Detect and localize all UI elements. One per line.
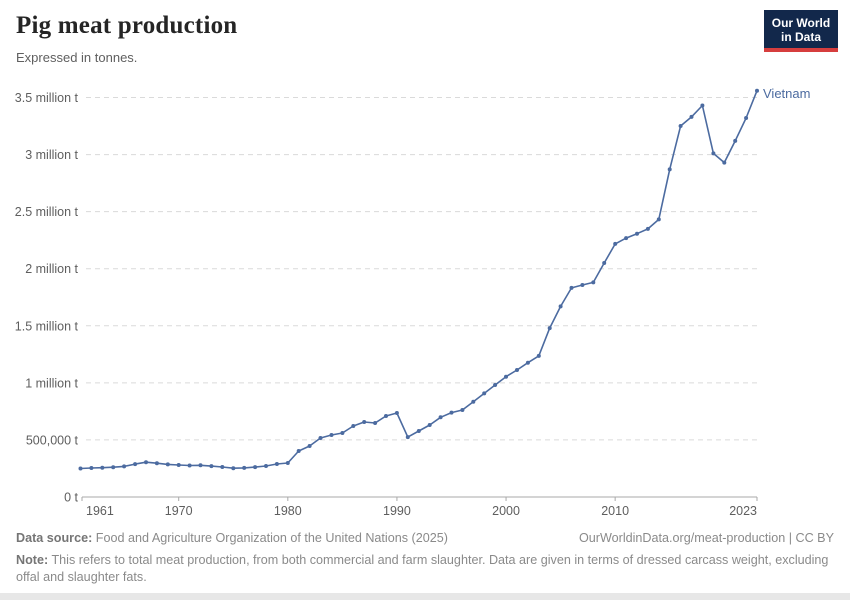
owid-logo[interactable]: Our World in Data bbox=[764, 10, 838, 52]
footnote-text: This refers to total meat production, fr… bbox=[16, 553, 829, 584]
y-axis-tick-label: 2.5 million t bbox=[15, 205, 79, 219]
data-point[interactable] bbox=[122, 464, 127, 469]
data-point[interactable] bbox=[405, 435, 410, 440]
data-line-vietnam[interactable] bbox=[79, 89, 758, 470]
data-point[interactable] bbox=[733, 138, 738, 143]
y-axis-tick-label: 1 million t bbox=[25, 376, 78, 390]
data-source-label: Data source: bbox=[16, 531, 93, 545]
page-subtitle: Expressed in tonnes. bbox=[16, 50, 138, 65]
x-axis-tick-label: 2010 bbox=[601, 504, 629, 518]
data-point[interactable] bbox=[427, 423, 432, 427]
data-point[interactable] bbox=[373, 421, 378, 425]
data-point[interactable] bbox=[438, 415, 443, 420]
data-source-text: Data source: Food and Agriculture Organi… bbox=[16, 530, 448, 547]
data-point[interactable] bbox=[89, 466, 94, 470]
data-point[interactable] bbox=[645, 226, 650, 231]
data-point[interactable] bbox=[689, 114, 694, 119]
data-point[interactable] bbox=[351, 424, 356, 428]
y-axis-tick-label: 3.5 million t bbox=[15, 91, 79, 105]
data-point[interactable] bbox=[264, 464, 268, 468]
data-point[interactable] bbox=[624, 236, 629, 241]
y-axis-tick-label: 3 million t bbox=[25, 148, 78, 162]
data-point[interactable] bbox=[187, 463, 192, 468]
data-source-value: Food and Agriculture Organization of the… bbox=[95, 531, 448, 545]
data-point[interactable] bbox=[133, 462, 138, 467]
data-point[interactable] bbox=[602, 261, 607, 265]
data-point[interactable] bbox=[525, 360, 530, 365]
x-axis-tick-label: 1980 bbox=[274, 504, 302, 518]
data-point[interactable] bbox=[285, 461, 290, 465]
data-point[interactable] bbox=[144, 460, 148, 465]
data-point[interactable] bbox=[635, 231, 639, 236]
x-axis-tick-label: 1990 bbox=[383, 504, 411, 518]
data-point[interactable] bbox=[700, 103, 705, 108]
y-axis-tick-label: 1.5 million t bbox=[15, 319, 79, 333]
data-point[interactable] bbox=[656, 217, 661, 222]
owid-logo-line1: Our World bbox=[771, 16, 831, 30]
data-point[interactable] bbox=[154, 461, 159, 466]
footnote: Note: This refers to total meat producti… bbox=[16, 552, 834, 586]
data-point[interactable] bbox=[482, 391, 487, 396]
data-point[interactable] bbox=[755, 88, 759, 93]
data-point[interactable] bbox=[329, 433, 334, 437]
data-point[interactable] bbox=[613, 241, 618, 246]
y-axis-tick-label: 0 t bbox=[64, 491, 78, 505]
page-title: Pig meat production bbox=[16, 12, 238, 39]
data-point[interactable] bbox=[111, 465, 116, 470]
window-bottom-edge bbox=[0, 593, 850, 600]
data-point[interactable] bbox=[242, 465, 247, 470]
data-point[interactable] bbox=[678, 124, 683, 128]
data-point[interactable] bbox=[340, 431, 345, 435]
data-point[interactable] bbox=[449, 410, 454, 415]
data-point[interactable] bbox=[176, 463, 181, 467]
data-point[interactable] bbox=[253, 465, 258, 470]
data-point[interactable] bbox=[362, 420, 367, 424]
data-point[interactable] bbox=[78, 466, 83, 471]
data-point[interactable] bbox=[100, 465, 105, 470]
data-point[interactable] bbox=[471, 399, 476, 404]
data-point[interactable] bbox=[307, 444, 312, 448]
data-point[interactable] bbox=[504, 374, 508, 379]
data-point[interactable] bbox=[493, 383, 498, 387]
data-point[interactable] bbox=[569, 285, 574, 290]
data-point[interactable] bbox=[198, 463, 203, 468]
data-point[interactable] bbox=[165, 462, 170, 467]
data-point[interactable] bbox=[394, 411, 399, 415]
data-point[interactable] bbox=[296, 449, 301, 453]
y-axis-tick-label: 2 million t bbox=[25, 262, 78, 276]
citation-link[interactable]: OurWorldinData.org/meat-production | CC … bbox=[578, 531, 834, 545]
data-point[interactable] bbox=[231, 466, 236, 471]
data-point[interactable] bbox=[209, 464, 214, 469]
data-point[interactable] bbox=[711, 151, 716, 156]
data-point[interactable] bbox=[384, 414, 388, 418]
data-point[interactable] bbox=[274, 462, 279, 466]
data-point[interactable] bbox=[318, 436, 323, 440]
footnote-label: Note: bbox=[16, 553, 49, 567]
y-axis-tick-label: 500,000 t bbox=[26, 433, 79, 447]
series-label-vietnam[interactable]: Vietnam bbox=[763, 86, 810, 101]
data-point[interactable] bbox=[515, 368, 519, 372]
data-point[interactable] bbox=[580, 283, 585, 287]
data-point[interactable] bbox=[558, 304, 563, 309]
data-point[interactable] bbox=[547, 326, 552, 331]
data-point[interactable] bbox=[722, 160, 727, 165]
footer: Data source: Food and Agriculture Organi… bbox=[16, 530, 834, 586]
data-point[interactable] bbox=[591, 280, 596, 285]
x-axis-tick-label: 1961 bbox=[86, 504, 114, 518]
data-point[interactable] bbox=[220, 465, 225, 469]
data-point[interactable] bbox=[667, 167, 672, 172]
x-axis-tick-label: 2023 bbox=[729, 504, 757, 518]
data-point[interactable] bbox=[416, 429, 421, 433]
x-axis-tick-label: 1970 bbox=[165, 504, 193, 518]
data-point[interactable] bbox=[536, 353, 541, 358]
data-point[interactable] bbox=[460, 408, 465, 412]
data-point[interactable] bbox=[744, 116, 749, 120]
x-axis-tick-label: 2000 bbox=[492, 504, 520, 518]
owid-logo-line2: in Data bbox=[780, 30, 821, 44]
